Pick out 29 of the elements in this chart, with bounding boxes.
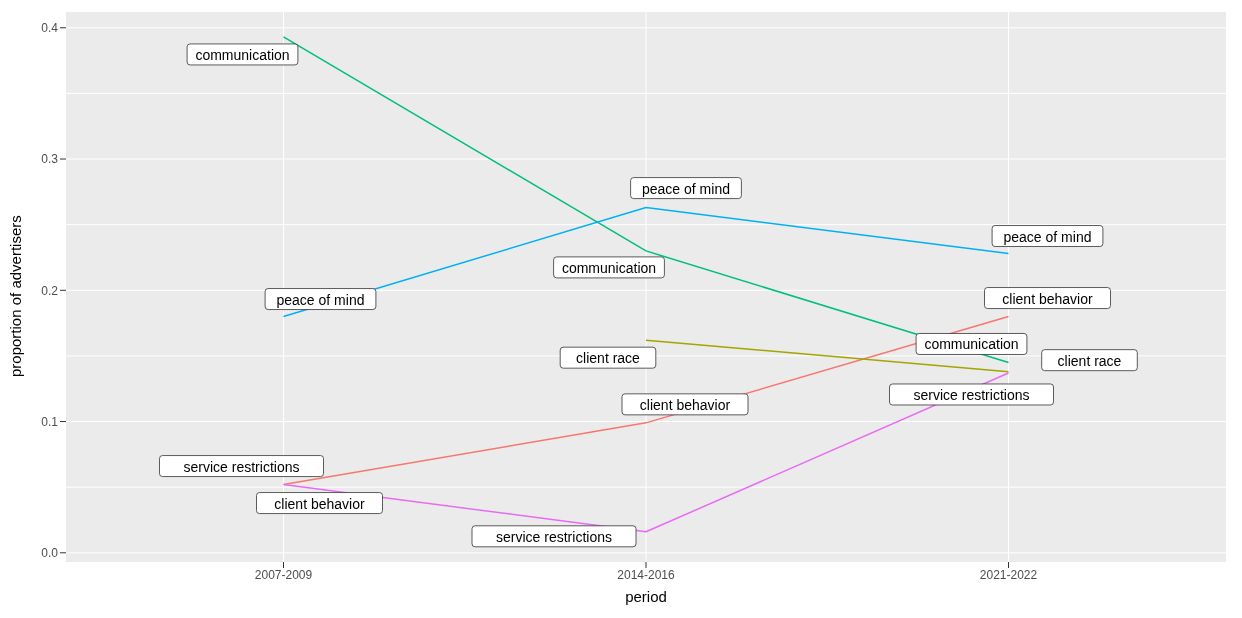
y-tick-label: 0.4 bbox=[41, 21, 59, 36]
name-tag: service restrictions bbox=[159, 455, 324, 477]
y-tick-label: 0.1 bbox=[41, 414, 59, 429]
series-label: client race bbox=[576, 350, 641, 367]
name-tag: client race bbox=[1041, 349, 1138, 372]
series-label: communication bbox=[924, 336, 1019, 353]
series-label: peace of mind bbox=[276, 291, 365, 308]
name-tag: client behavior bbox=[621, 393, 749, 416]
name-tag: service restrictions bbox=[889, 383, 1054, 406]
name-tag: service restrictions bbox=[471, 525, 637, 548]
name-tag: communication bbox=[915, 333, 1028, 355]
name-tag: client behavior bbox=[256, 492, 383, 514]
x-tick-label: 2014-2016 bbox=[617, 567, 676, 582]
name-tag: communication bbox=[186, 43, 299, 66]
series-label: service restrictions bbox=[496, 528, 612, 545]
y-tick-label: 0.0 bbox=[41, 546, 59, 561]
name-tag: peace of mind bbox=[991, 225, 1104, 247]
name-tag: peace of mind bbox=[264, 288, 377, 310]
x-tick-label: 2021-2022 bbox=[979, 567, 1038, 582]
name-tag: communication bbox=[553, 256, 665, 279]
x-tick-label: 2007-2009 bbox=[254, 567, 313, 582]
y-axis-title: proportion of advertisers bbox=[7, 215, 25, 377]
y-tick-label: 0.2 bbox=[41, 283, 59, 298]
name-tag: client race bbox=[559, 346, 657, 369]
x-axis-title: period bbox=[625, 588, 667, 605]
series-label: client behavior bbox=[639, 396, 731, 413]
y-tick-label: 0.3 bbox=[41, 152, 59, 167]
name-tag: peace of mind bbox=[630, 177, 742, 199]
name-tag: client behavior bbox=[984, 287, 1111, 309]
